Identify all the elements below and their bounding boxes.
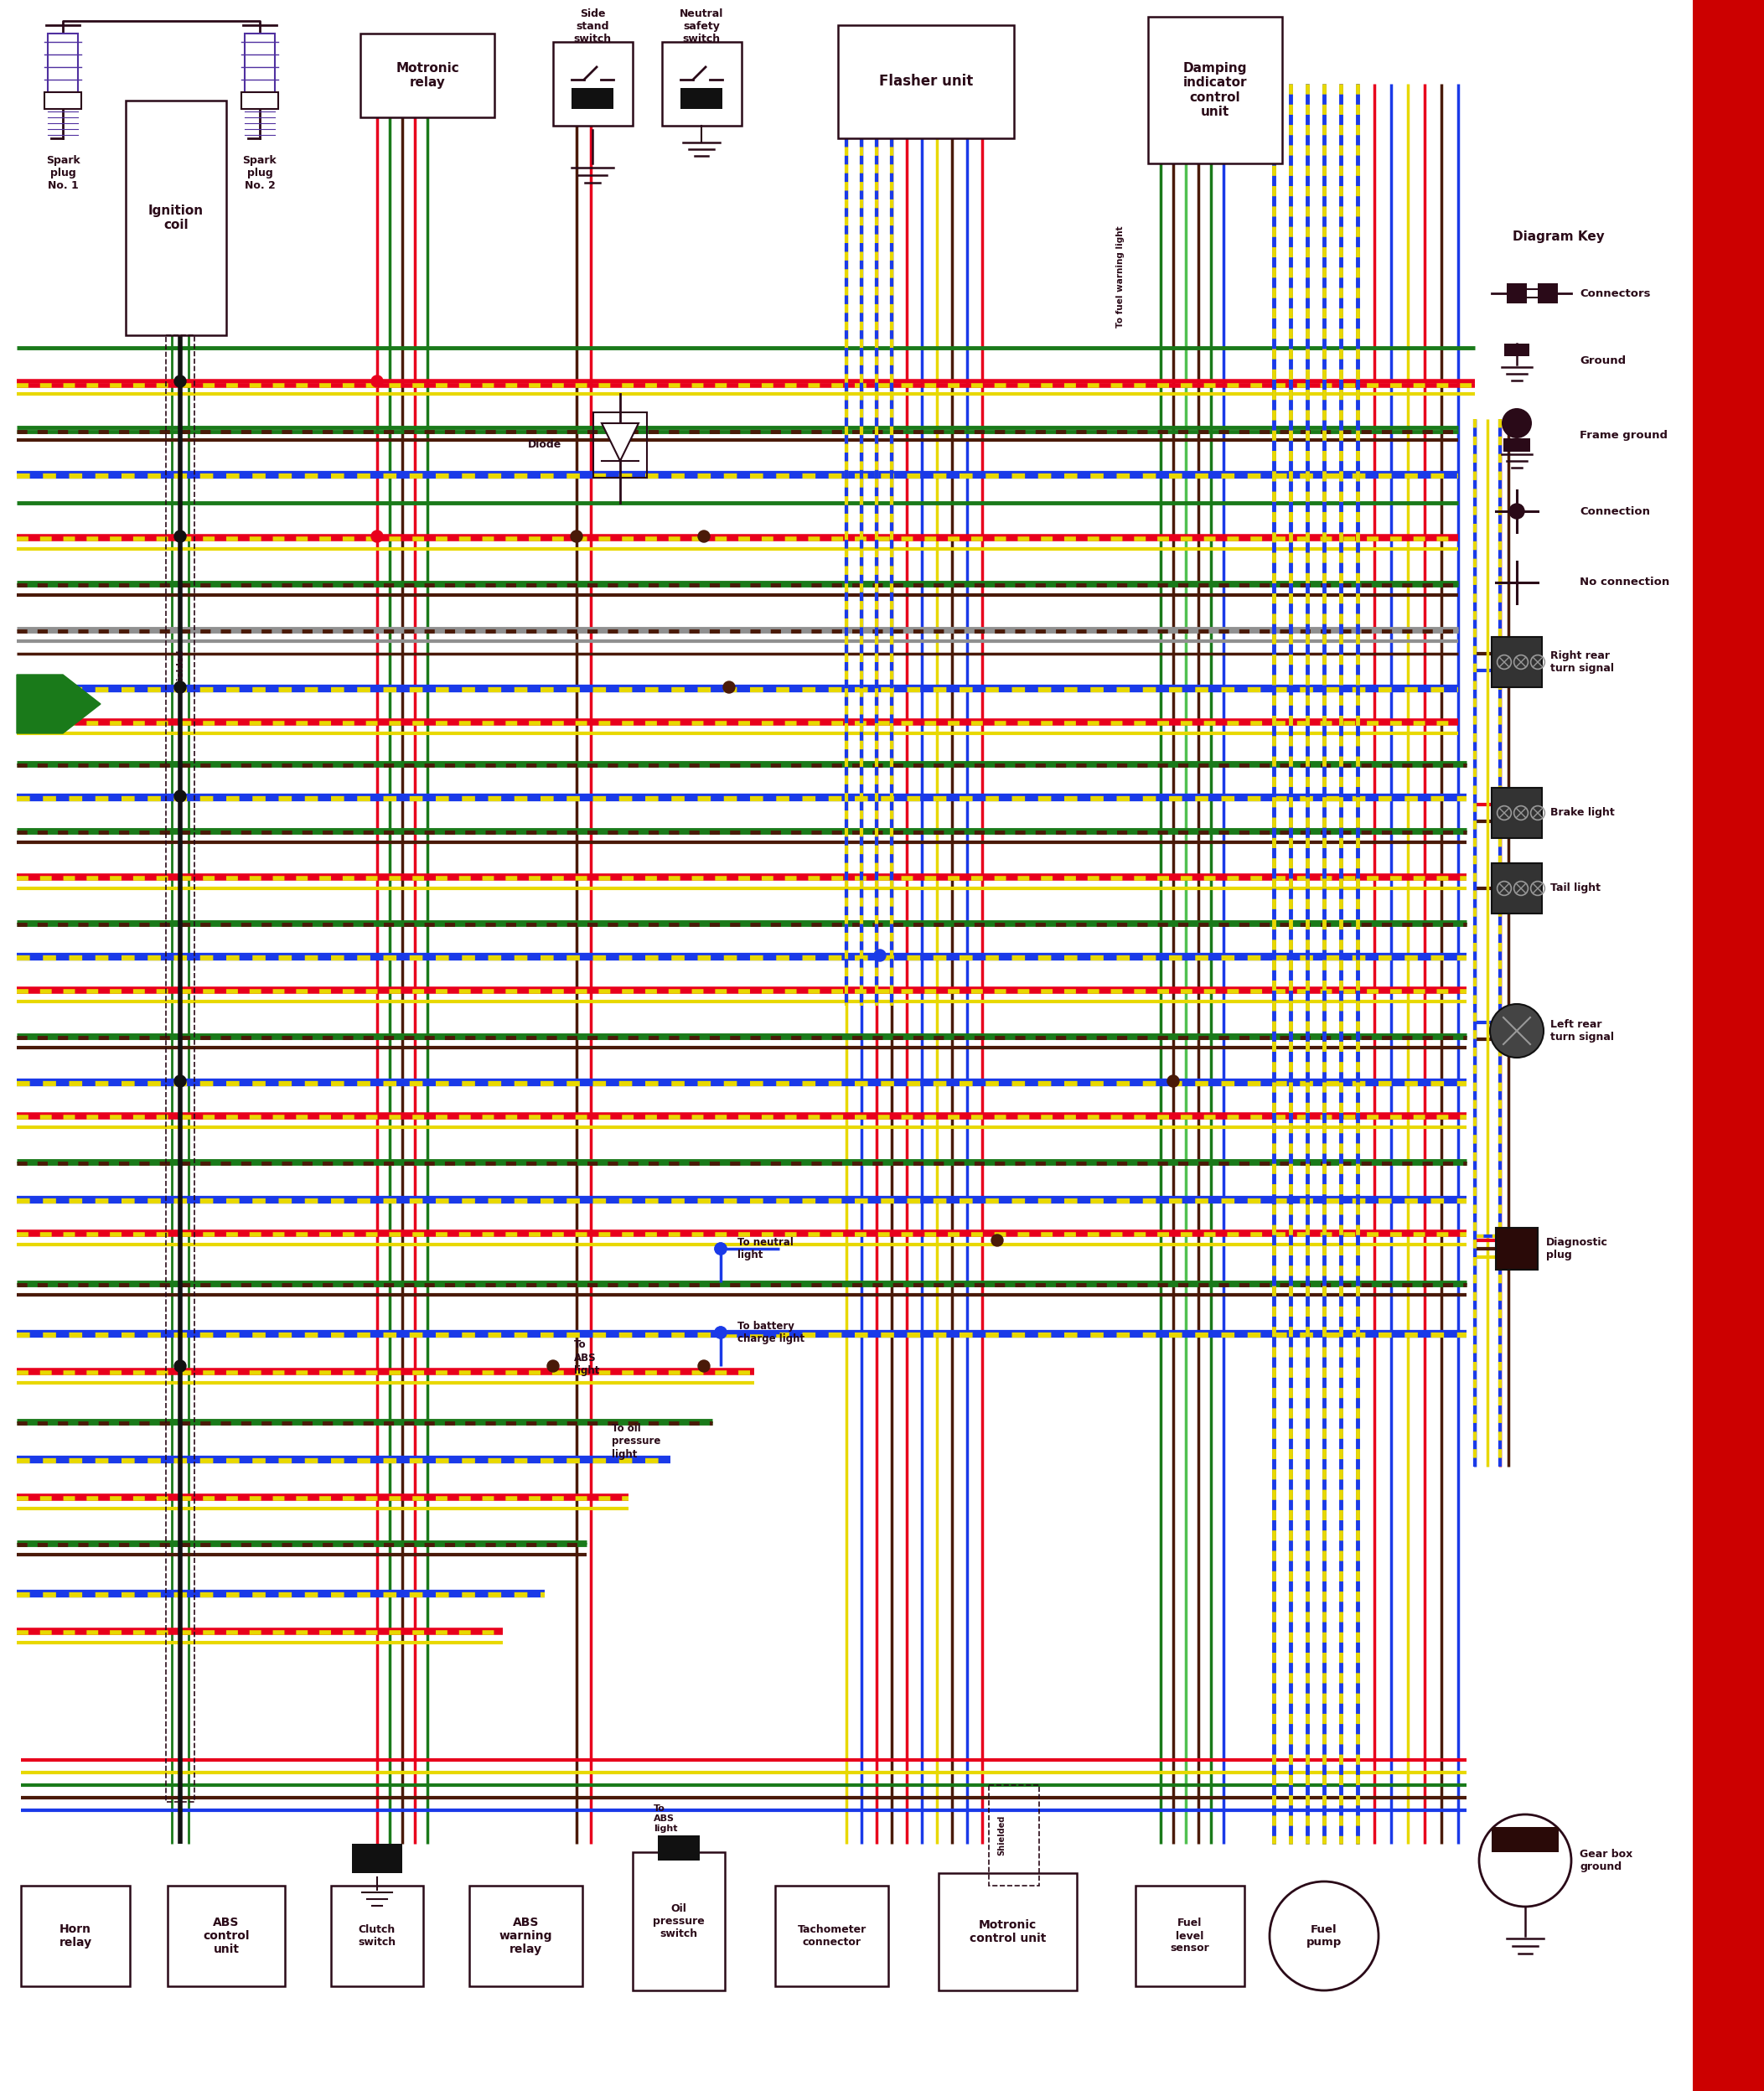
Text: Diagram Key: Diagram Key — [1514, 230, 1605, 243]
Text: Ground: Ground — [1579, 355, 1626, 366]
Circle shape — [1510, 504, 1524, 519]
Polygon shape — [18, 675, 101, 734]
Bar — [554, 42, 633, 125]
Text: ABS
control
unit: ABS control unit — [203, 1917, 249, 1955]
Bar — [938, 1874, 1076, 1991]
Circle shape — [714, 1242, 727, 1255]
Circle shape — [175, 1361, 185, 1372]
Circle shape — [547, 1361, 559, 1372]
Bar — [125, 100, 226, 335]
Text: Shielded: Shielded — [997, 1815, 1005, 1855]
Circle shape — [1168, 1075, 1178, 1087]
Bar — [1492, 638, 1542, 688]
Text: To
ABS
light: To ABS light — [654, 1805, 677, 1832]
Text: Motronic
relay: Motronic relay — [395, 63, 459, 90]
Bar — [332, 1886, 423, 1986]
Text: Fuel
level
sensor: Fuel level sensor — [1170, 1917, 1210, 1953]
Text: Fuel
pump: Fuel pump — [1307, 1924, 1342, 1947]
Bar — [681, 88, 723, 109]
Circle shape — [370, 531, 383, 542]
Bar — [1496, 1227, 1538, 1269]
Circle shape — [175, 682, 185, 692]
Circle shape — [714, 1326, 727, 1338]
Text: Motronic
control unit: Motronic control unit — [970, 1920, 1046, 1945]
Polygon shape — [602, 422, 639, 460]
Text: Neutral
safety
switch: Neutral safety switch — [679, 8, 723, 44]
Text: No connection: No connection — [1579, 577, 1669, 588]
Bar — [1538, 282, 1558, 303]
Text: Left rear
turn signal: Left rear turn signal — [1551, 1018, 1614, 1043]
Circle shape — [873, 949, 886, 962]
Bar — [658, 1836, 700, 1861]
Text: Spark
plug
No. 2: Spark plug No. 2 — [243, 155, 277, 190]
Bar — [990, 1786, 1039, 1886]
Circle shape — [1491, 1004, 1544, 1058]
Bar — [469, 1886, 582, 1986]
Circle shape — [714, 1326, 727, 1338]
Circle shape — [714, 1242, 727, 1255]
Text: To
ABS
light: To ABS light — [573, 1340, 600, 1376]
Text: Spark
plug
No. 1: Spark plug No. 1 — [46, 155, 79, 190]
Bar — [1136, 1886, 1244, 1986]
Circle shape — [723, 682, 736, 692]
Bar — [662, 42, 741, 125]
Bar — [1693, 0, 1764, 2091]
Circle shape — [572, 531, 582, 542]
Bar — [245, 33, 275, 92]
Bar — [593, 412, 647, 477]
Text: Right rear
turn signal: Right rear turn signal — [1551, 650, 1614, 673]
Text: Tachometer
connector: Tachometer connector — [797, 1924, 866, 1947]
Bar — [633, 1853, 725, 1991]
Text: Connectors: Connectors — [1579, 289, 1651, 299]
Circle shape — [175, 1075, 185, 1087]
Circle shape — [991, 1234, 1004, 1246]
Bar — [21, 1886, 131, 1986]
Bar — [166, 335, 194, 1802]
Text: Tail light: Tail light — [1551, 882, 1600, 893]
Circle shape — [699, 1361, 709, 1372]
Text: Brake light: Brake light — [1551, 807, 1614, 818]
Text: Ignition
coil: Ignition coil — [148, 205, 203, 232]
Text: Shielded: Shielded — [176, 648, 185, 692]
Bar — [572, 88, 614, 109]
Bar — [1148, 17, 1282, 163]
Text: Horn
relay: Horn relay — [58, 1924, 92, 1949]
Bar — [1492, 788, 1542, 838]
Bar — [242, 92, 279, 109]
Bar — [48, 33, 78, 92]
Text: To neutral
light: To neutral light — [737, 1238, 794, 1261]
Text: To oil
pressure
light: To oil pressure light — [612, 1424, 662, 1460]
Bar — [360, 33, 494, 117]
Bar — [353, 1844, 402, 1874]
Text: ABS
warning
relay: ABS warning relay — [499, 1917, 552, 1955]
Text: Oil
pressure
switch: Oil pressure switch — [653, 1903, 704, 1938]
Text: Frame ground: Frame ground — [1579, 431, 1667, 441]
Text: To battery
charge light: To battery charge light — [737, 1322, 804, 1345]
Bar — [774, 1886, 889, 1986]
Bar — [838, 25, 1014, 138]
Text: Connection: Connection — [1579, 506, 1649, 516]
Bar — [168, 1886, 286, 1986]
Circle shape — [175, 790, 185, 803]
Bar — [1492, 864, 1542, 914]
Text: Flasher unit: Flasher unit — [878, 73, 974, 90]
Bar — [1506, 282, 1528, 303]
Text: To fuel warning light: To fuel warning light — [1117, 226, 1125, 328]
Bar — [1503, 439, 1529, 452]
Circle shape — [1501, 408, 1531, 439]
Bar — [1505, 343, 1529, 355]
Bar — [44, 92, 81, 109]
Text: Damping
indicator
control
unit: Damping indicator control unit — [1184, 63, 1247, 119]
Text: Gear box
ground: Gear box ground — [1579, 1848, 1633, 1871]
Circle shape — [175, 531, 185, 542]
Text: Clutch
switch: Clutch switch — [358, 1924, 395, 1947]
Text: Side
stand
switch: Side stand switch — [573, 8, 612, 44]
Bar — [1492, 1828, 1559, 1853]
Circle shape — [175, 376, 185, 387]
Text: Diagnostic
plug: Diagnostic plug — [1545, 1238, 1609, 1261]
Text: Diode: Diode — [527, 439, 561, 450]
Circle shape — [699, 531, 709, 542]
Circle shape — [370, 376, 383, 387]
